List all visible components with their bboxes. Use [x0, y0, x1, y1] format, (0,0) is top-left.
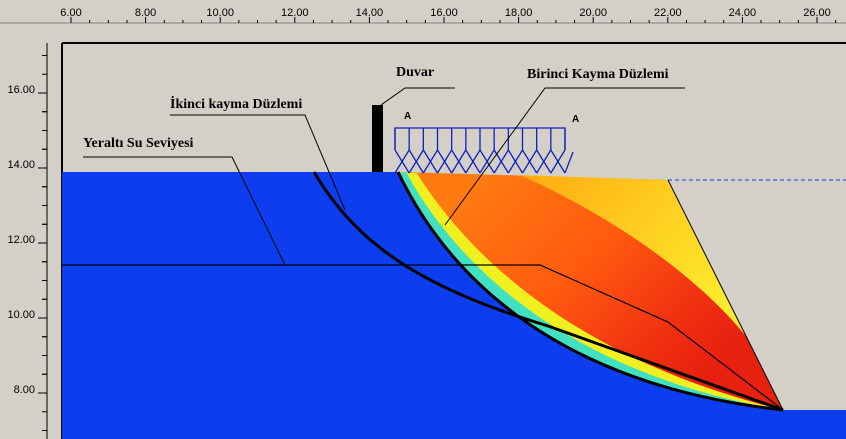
first-slip-label: Birinci Kayma Düzlemi — [527, 67, 669, 82]
first-slip-surface — [396, 171, 784, 412]
slope-face — [667, 179, 784, 411]
x-tick-label: 18.00 — [505, 7, 533, 19]
load-arrow — [408, 149, 424, 174]
x-tick-label: 6.00 — [60, 7, 81, 19]
x-tick-label: 10.00 — [206, 7, 234, 19]
leader-line — [444, 87, 685, 226]
leader-line — [170, 114, 346, 211]
load-arrow — [536, 149, 552, 174]
surcharge-load — [394, 127, 574, 174]
load-arrow — [564, 151, 574, 174]
groundwater-label: Yeraltı Su Seviyesi — [83, 136, 194, 151]
x-tick-label: 8.00 — [135, 7, 156, 19]
wedge-band — [520, 175, 745, 335]
x-tick-label: 16.00 — [430, 7, 458, 19]
load-arrow — [451, 149, 467, 174]
y-tick-label: 16.00 — [7, 84, 35, 96]
load-arrow — [507, 149, 524, 174]
y-tick-label: 10.00 — [7, 309, 35, 321]
leader-line — [83, 156, 286, 266]
second-slip-label: İkinci kayma Düzlemi — [170, 95, 302, 112]
leader-line — [380, 87, 455, 106]
y-tick-label: 14.00 — [7, 159, 35, 171]
load-label: A — [572, 114, 579, 125]
groundwater-line — [62, 264, 784, 411]
second-slip-surface — [312, 171, 784, 412]
x-tick-label: 26.00 — [803, 7, 831, 19]
load-arrow — [422, 149, 439, 174]
y-tick-label: 12.00 — [7, 234, 35, 246]
x-tick-label: 14.00 — [356, 7, 384, 19]
load-arrow — [394, 149, 410, 174]
load-arrow — [493, 149, 509, 174]
x-tick-label: 22.00 — [654, 7, 682, 19]
load-arrow — [550, 149, 566, 174]
load-label: A — [404, 111, 411, 122]
load-arrow — [479, 149, 495, 174]
load-arrow — [521, 149, 538, 174]
wall — [372, 105, 383, 172]
y-tick-label: 8.00 — [14, 384, 35, 396]
load-arrow — [436, 149, 453, 174]
x-tick-label: 24.00 — [729, 7, 757, 19]
x-tick-label: 20.00 — [579, 7, 607, 19]
wall-label: Duvar — [396, 65, 434, 80]
x-tick-label: 12.00 — [281, 7, 309, 19]
load-arrow — [465, 149, 481, 174]
